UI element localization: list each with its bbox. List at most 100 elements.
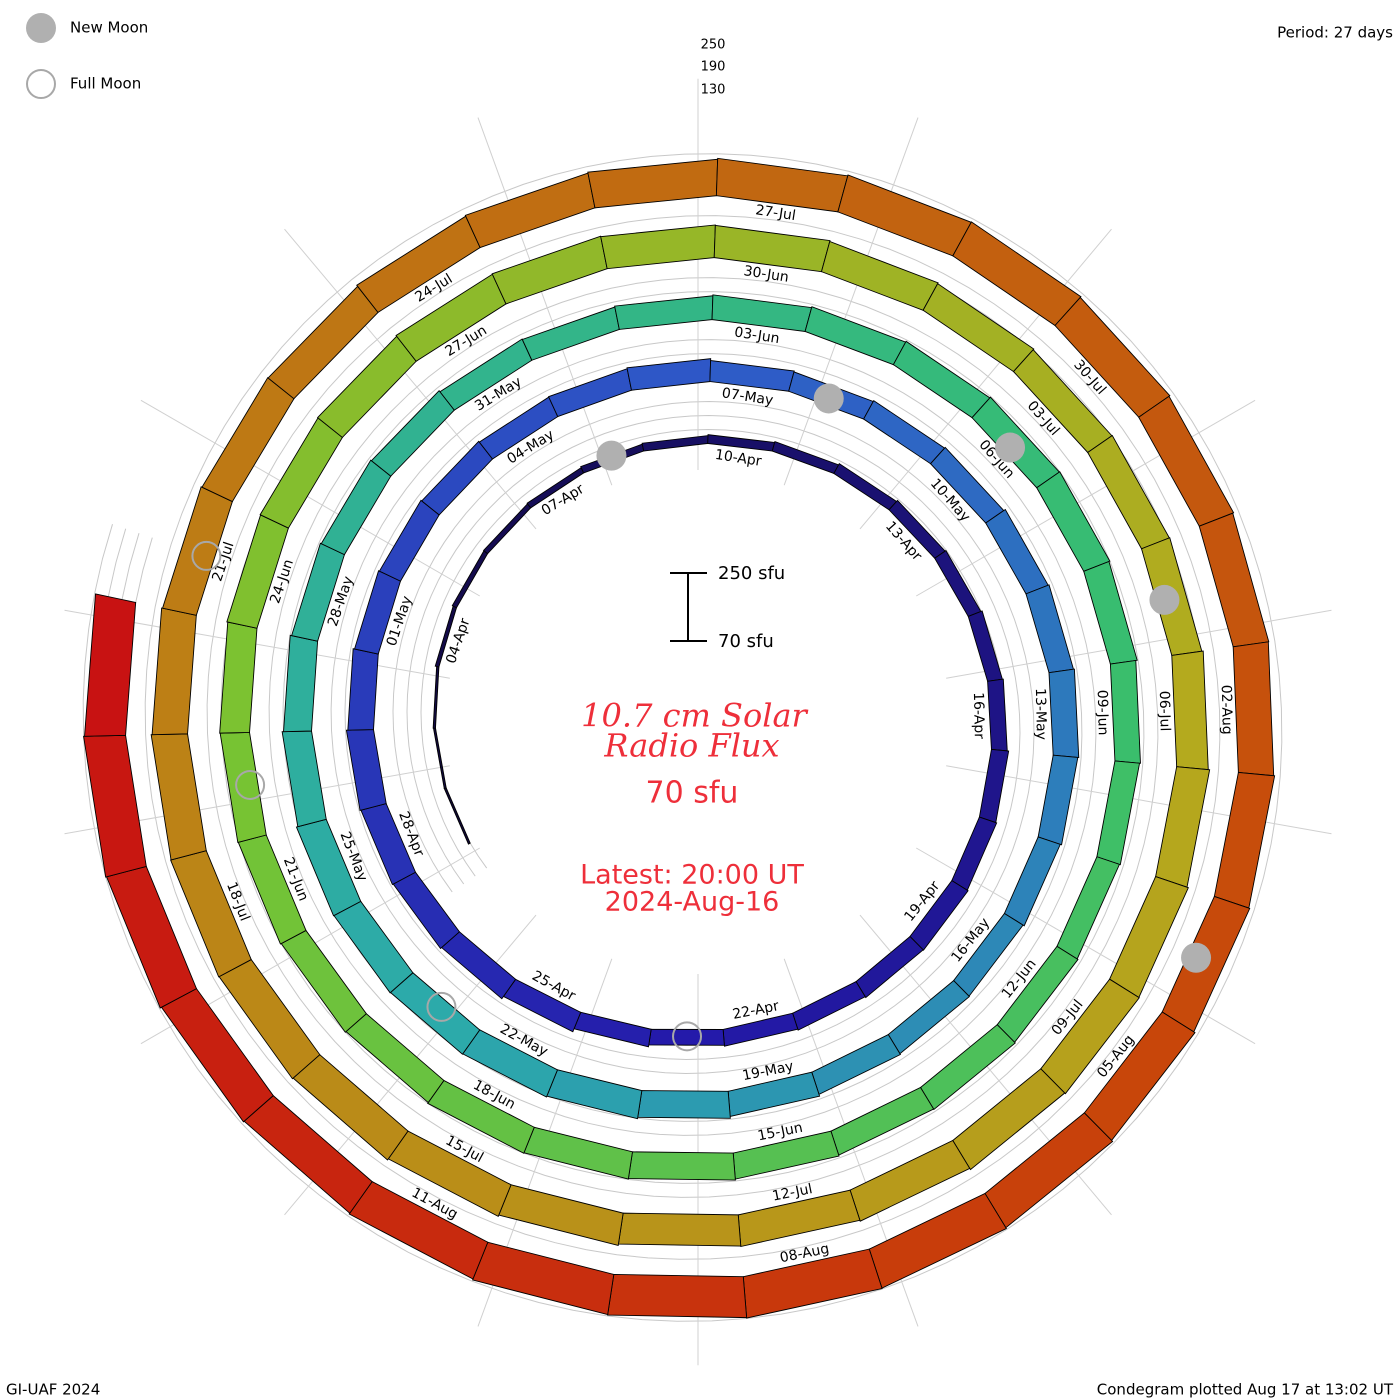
flux-bar — [1171, 650, 1209, 771]
flux-bar — [868, 1192, 1008, 1289]
scale-tick-label: 250 — [701, 38, 726, 53]
flux-bar — [347, 648, 379, 731]
flux-bar — [280, 929, 367, 1033]
date-label: 30-Jun — [742, 263, 789, 286]
latest-time: Latest: 20:00 UT — [580, 860, 804, 891]
grid-spoke — [477, 117, 613, 486]
flux-bar — [727, 1071, 821, 1117]
title-line-1: 10.7 cm Solar — [581, 697, 808, 735]
flux-bar — [546, 1069, 643, 1120]
flux-bar — [1198, 512, 1270, 648]
date-label: 06-Jul — [1156, 691, 1173, 732]
flux-bar — [909, 880, 969, 951]
baseline-label: 70 sfu — [646, 776, 739, 811]
flux-bar — [439, 338, 533, 411]
flux-bar — [1096, 760, 1141, 866]
flux-bar — [432, 727, 447, 789]
flux-bar — [295, 818, 362, 917]
flux-bar — [151, 607, 197, 736]
flux-bar — [1036, 471, 1111, 572]
flux-bar — [811, 1033, 902, 1096]
new-moon-icon — [26, 13, 56, 43]
flux-bar — [83, 734, 147, 878]
date-label: 02-Aug — [1218, 685, 1235, 735]
flux-bar — [573, 1011, 652, 1048]
flux-bar — [833, 462, 898, 511]
flux-bar — [742, 1248, 883, 1319]
flux-bar — [985, 508, 1049, 595]
date-label: 03-Jun — [733, 324, 780, 347]
flux-bar — [1040, 978, 1140, 1095]
grid-spoke — [284, 228, 537, 530]
flux-bar — [389, 972, 481, 1055]
flux-bar — [1232, 641, 1275, 777]
flux-bar — [711, 294, 813, 332]
scale-bar-bottom-label: 70 sfu — [718, 631, 774, 652]
date-label: 07-May — [721, 385, 775, 409]
date-label: 12-Jul — [771, 1181, 814, 1205]
flux-bar — [1213, 771, 1276, 909]
flux-bar — [283, 634, 319, 733]
grid-spoke — [140, 399, 481, 597]
flux-bar — [161, 486, 233, 616]
flux-bar — [849, 1139, 971, 1222]
flux-bar — [887, 980, 971, 1055]
flux-bar — [952, 221, 1082, 327]
flux-bar — [521, 306, 620, 361]
flux-bar — [523, 1126, 633, 1180]
flux-bar — [637, 1090, 731, 1119]
flux-bar — [919, 1024, 1016, 1111]
date-label: 10-Apr — [714, 447, 763, 470]
grid-spiral — [82, 153, 1283, 1322]
flux-bar — [348, 1181, 489, 1280]
new-moon-marker — [995, 432, 1026, 463]
flux-bar — [333, 900, 414, 994]
flux-bar — [1025, 584, 1075, 674]
flux-bar — [150, 733, 207, 861]
date-label: 27-Jul — [754, 202, 797, 224]
new-moon-marker — [596, 440, 627, 471]
plotted-label: Condegram plotted Aug 17 at 13:02 UT — [1097, 1381, 1394, 1399]
flux-bar — [427, 1079, 535, 1154]
date-label: 09-Jun — [1094, 690, 1111, 736]
flux-bar — [967, 610, 1003, 682]
legend: New Moon Full Moon — [26, 13, 148, 99]
full-moon-legend-label: Full Moon — [70, 75, 141, 93]
full-moon-marker — [235, 769, 266, 800]
credit-label: GI-UAF 2024 — [6, 1381, 100, 1399]
flux-bar — [820, 240, 939, 311]
flux-bar — [1056, 856, 1121, 960]
flux-bar — [491, 235, 608, 305]
flux-bar — [421, 440, 494, 516]
flux-bar — [281, 730, 327, 828]
flux-bar — [792, 981, 866, 1031]
date-label: 16-Apr — [970, 692, 987, 739]
flux-bar — [378, 499, 440, 582]
new-moon-marker — [1181, 942, 1212, 973]
grid-spoke — [915, 399, 1256, 597]
flux-bar — [451, 550, 489, 609]
flux-bar — [291, 542, 345, 642]
flux-bar — [722, 1012, 799, 1047]
flux-bar — [987, 678, 1008, 752]
flux-bar — [713, 224, 831, 273]
flux-bar — [547, 368, 633, 418]
flux-bar — [626, 358, 712, 391]
period-label: Period: 27 days — [1277, 24, 1393, 42]
flux-bar — [617, 1212, 742, 1247]
full-moon-marker — [191, 540, 222, 571]
scale-bar: 250 sfu 70 sfu — [670, 563, 785, 652]
center-title: 10.7 cm Solar Radio Flux 70 sfu Latest: … — [580, 697, 808, 918]
scale-bar-top-label: 250 sfu — [718, 563, 785, 584]
flux-bar — [84, 593, 137, 737]
flux-bar — [482, 503, 532, 555]
flux-bar — [169, 850, 252, 978]
flux-bar — [648, 1028, 725, 1046]
flux-bar — [1003, 836, 1061, 927]
full-moon-marker — [672, 1021, 703, 1052]
grid-spoke — [946, 609, 1332, 679]
grid-spoke — [859, 228, 1112, 530]
flux-bar — [737, 1189, 861, 1248]
flux-bar — [464, 172, 596, 249]
flux-bar — [600, 224, 716, 270]
